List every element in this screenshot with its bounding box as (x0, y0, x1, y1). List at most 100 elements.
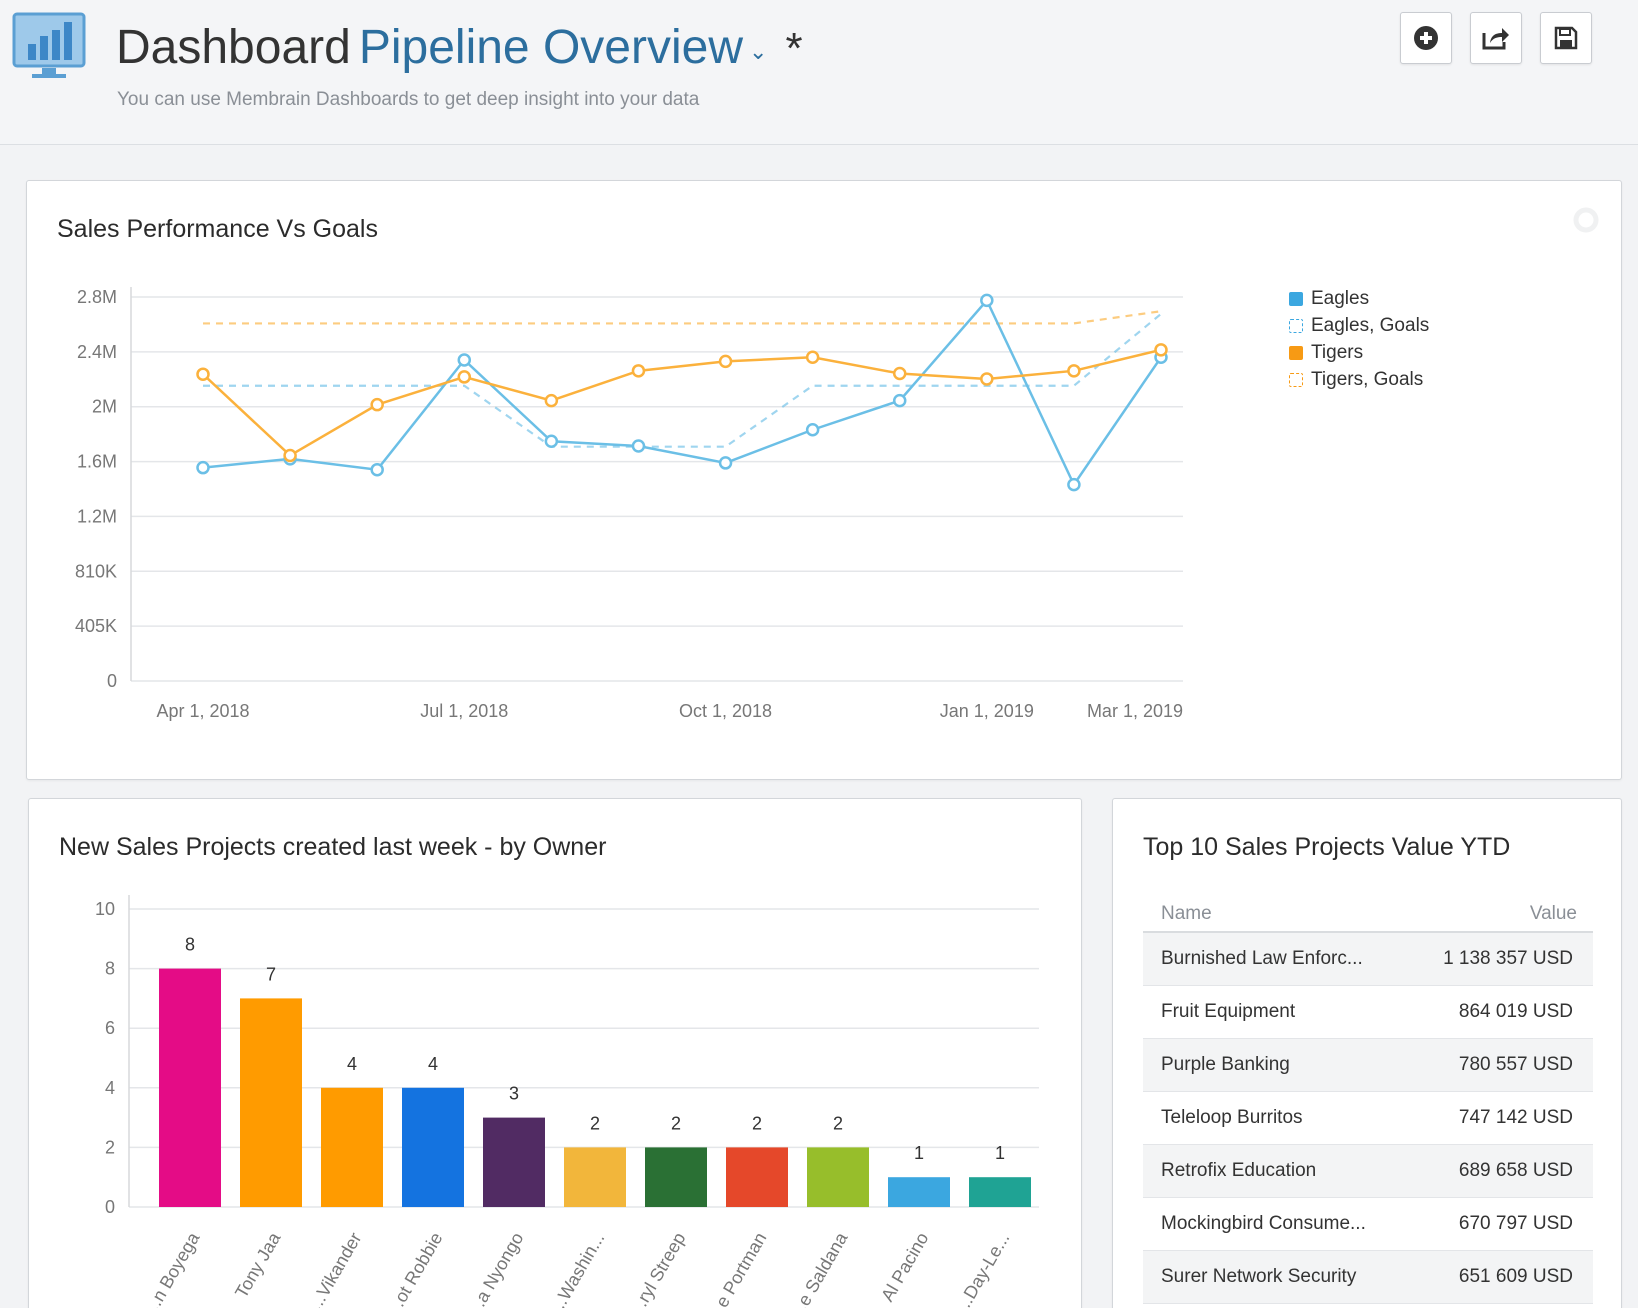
x-tick-label: ...Washin... (546, 1229, 608, 1308)
bar (240, 998, 302, 1207)
table-row[interactable]: Burnished Law Enforc... 1 138 357 USD (1143, 933, 1593, 986)
data-label: 3 (509, 1084, 519, 1104)
table-header: Name Value (1143, 897, 1593, 933)
x-tick-label: ...n Boyega (141, 1228, 204, 1308)
panel-title: New Sales Projects created last week - b… (59, 833, 607, 861)
legend-label: Eagles, Goals (1311, 314, 1430, 336)
page-subtitle: You can use Membrain Dashboards to get d… (117, 89, 700, 110)
title-prefix: Dashboard (116, 21, 351, 74)
bar (807, 1147, 869, 1207)
sales-performance-panel: Sales Performance Vs Goals 0 405K 810K 1.2M… (26, 180, 1622, 780)
column-header-value[interactable]: Value (1529, 903, 1577, 924)
projects-table: Name Value Burnished Law Enforc... 1 138 … (1143, 897, 1593, 1304)
x-tick-label: ...Vikander (305, 1229, 365, 1308)
chevron-down-icon[interactable]: ⌄ (749, 39, 768, 64)
data-label: 2 (671, 1113, 681, 1133)
table-row[interactable]: Retrofix Education 689 658 USD (1143, 1145, 1593, 1198)
y-tick-label: 1.2M (77, 506, 117, 526)
line-chart: 0 405K 810K 1.2M 1.6M 2M 2.4M 2.8M Apr 1, 2018 Ju… (75, 287, 1183, 721)
bar (321, 1087, 383, 1207)
bar (483, 1117, 545, 1207)
data-label: 7 (266, 964, 276, 984)
table-row[interactable]: Surer Network Security 651 609 USD (1143, 1251, 1593, 1304)
bar-chart: 0 2 4 6 8 10 8 ...n Boyega 7 Tony Jaa 4 ...Vikander… (95, 895, 1039, 1308)
gear-icon[interactable] (1573, 207, 1599, 233)
column-header-name[interactable]: Name (1161, 903, 1212, 924)
project-value-cell: 864 019 USD (1458, 1001, 1573, 1022)
legend-swatch (1289, 372, 1303, 387)
legend-swatch (1289, 318, 1303, 333)
data-point (1067, 364, 1081, 378)
page-title: Dashboard Pipeline Overview ⌄ * (116, 18, 803, 86)
data-point (544, 393, 559, 408)
data-point (457, 353, 472, 367)
table-row[interactable]: Purple Banking 780 557 USD (1143, 1039, 1593, 1092)
y-tick-label: 2M (92, 397, 117, 417)
y-tick-label: 0 (105, 1197, 115, 1217)
y-tick-label: 4 (105, 1078, 115, 1098)
series-line-eagles-goals (203, 313, 1162, 448)
legend-item-tigers[interactable]: Tigers (1289, 339, 1429, 366)
dashboard-header: Dashboard Pipeline Overview ⌄ * You can use… (0, 0, 1638, 145)
x-tick-label: Al Pacino (877, 1229, 932, 1305)
table-row[interactable]: Mockingbird Consume... 670 797 USD (1143, 1198, 1593, 1251)
y-tick-label: 6 (105, 1018, 115, 1038)
y-tick-label: 0 (107, 671, 117, 691)
x-tick-label: ...ot Robbie (383, 1229, 446, 1308)
data-point (196, 367, 210, 381)
table-row[interactable]: Fruit Equipment 864 019 USD (1143, 986, 1593, 1039)
x-tick-label: Jan 1, 2019 (940, 701, 1034, 721)
x-tick-label: Tony Jaa (231, 1228, 285, 1301)
data-label: 4 (347, 1054, 357, 1074)
bar (402, 1087, 464, 1207)
project-value-cell: 689 658 USD (1458, 1160, 1573, 1181)
legend-item-tigers-goals[interactable]: Tigers, Goals (1289, 366, 1429, 393)
data-point (370, 462, 384, 477)
x-tick-label: Oct 1, 2018 (679, 701, 772, 721)
table-body: Burnished Law Enforc... 1 138 357 USD Frui… (1143, 933, 1593, 1304)
legend-item-eagles-goals[interactable]: Eagles, Goals (1289, 312, 1429, 339)
data-label: 1 (995, 1143, 1005, 1163)
x-tick-label: ...e Saldana (786, 1228, 852, 1308)
data-point (980, 372, 994, 386)
top-projects-panel: Top 10 Sales Projects Value YTD Name Val… (1112, 798, 1622, 1308)
bar (969, 1177, 1031, 1207)
data-point (980, 293, 994, 308)
x-tick-label: Jul 1, 2018 (420, 701, 508, 721)
data-point (892, 366, 907, 381)
panel-title: Top 10 Sales Projects Value YTD (1143, 833, 1511, 861)
dashboard-monitor-icon (12, 12, 86, 78)
plus-circle-icon (1414, 26, 1438, 50)
x-tick-label: Mar 1, 2019 (1087, 701, 1183, 721)
save-button[interactable] (1540, 12, 1592, 64)
y-tick-label: 10 (95, 899, 115, 919)
share-button[interactable] (1470, 12, 1522, 64)
data-point (544, 434, 559, 449)
y-tick-label: 1.6M (77, 452, 117, 472)
data-point (718, 354, 733, 369)
y-tick-label: 405K (75, 616, 117, 636)
data-point (892, 393, 907, 408)
project-name-cell: Purple Banking (1161, 1054, 1290, 1075)
data-label: 8 (185, 935, 195, 955)
table-row[interactable]: Teleloop Burritos 747 142 USD (1143, 1092, 1593, 1145)
dashboard-name-dropdown[interactable]: Pipeline Overview (358, 21, 743, 74)
x-tick-label: ...e Portman (704, 1229, 770, 1308)
project-name-cell: Teleloop Burritos (1161, 1107, 1303, 1128)
data-point (1067, 477, 1081, 492)
series-line-tigers-goals (203, 310, 1162, 325)
y-tick-label: 810K (75, 561, 117, 581)
add-widget-button[interactable] (1400, 12, 1452, 64)
new-projects-panel: New Sales Projects created last week - b… (28, 798, 1082, 1308)
project-value-cell: 780 557 USD (1458, 1054, 1573, 1075)
x-tick-label: Apr 1, 2018 (156, 701, 249, 721)
project-name-cell: Fruit Equipment (1161, 1001, 1296, 1022)
project-value-cell: 651 609 USD (1458, 1266, 1573, 1287)
legend-item-eagles[interactable]: Eagles (1289, 285, 1429, 312)
data-point (631, 364, 646, 378)
project-name-cell: Retrofix Education (1161, 1160, 1317, 1181)
project-name-cell: Burnished Law Enforc... (1161, 948, 1363, 969)
project-value-cell: 747 142 USD (1458, 1107, 1573, 1128)
y-tick-label: 2.4M (77, 342, 117, 362)
bar (726, 1147, 788, 1207)
